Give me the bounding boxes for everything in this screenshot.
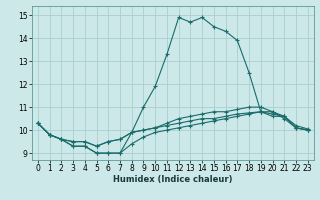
X-axis label: Humidex (Indice chaleur): Humidex (Indice chaleur) (113, 175, 233, 184)
